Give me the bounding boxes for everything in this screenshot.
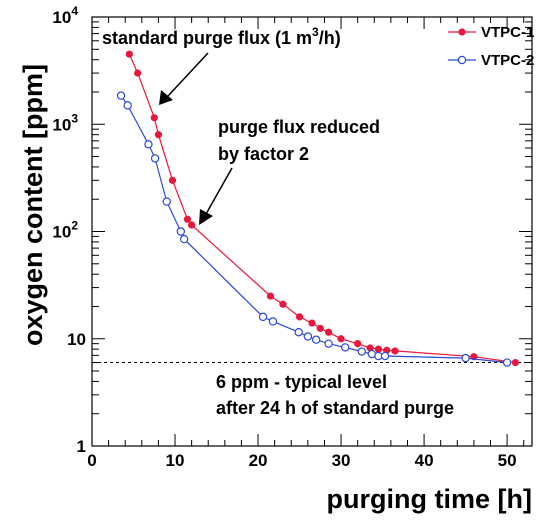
- data-point-vtpc-1: [325, 328, 333, 336]
- annotation-purge-flux-part1: standard purge flux (1 m: [102, 28, 312, 48]
- annotation-flux-reduced-line2: by factor 2: [218, 144, 309, 164]
- data-point-vtpc-1: [150, 114, 158, 122]
- data-point-vtpc-1: [154, 131, 163, 139]
- data-point-vtpc-2: [341, 343, 350, 352]
- data-point-vtpc-1: [266, 292, 275, 300]
- arrow-reduced-flux: [199, 167, 233, 225]
- data-point-vtpc-2: [268, 317, 278, 326]
- data-point-vtpc-1: [391, 347, 399, 355]
- data-point-vtpc-2: [176, 227, 186, 236]
- data-point-vtpc-1: [337, 335, 345, 343]
- x-tick-label: 20: [249, 451, 268, 470]
- data-point-vtpc-2: [150, 154, 160, 163]
- annotation-typical-level-line1: 6 ppm - typical level: [216, 372, 387, 392]
- legend-label-vtpc-2: VTPC-2: [481, 52, 534, 69]
- x-tick-label: 40: [415, 451, 434, 470]
- y-tick-label: 104: [52, 4, 78, 27]
- x-tick-label: 0: [87, 451, 96, 470]
- data-point-vtpc-1: [125, 50, 133, 58]
- tick-labels: 0 10 20 30 40 50 1 10 102 103 104: [52, 4, 516, 470]
- legend: VTPC-1 VTPC-2: [448, 24, 534, 69]
- annotation-standard-purge-flux: standard purge flux (1 m3/h): [102, 25, 341, 48]
- data-point-vtpc-2: [380, 351, 390, 361]
- data-point-vtpc-2: [116, 91, 126, 100]
- arrow-standard-purge: [159, 52, 209, 105]
- data-point-vtpc-1: [279, 300, 287, 308]
- y-tick-label: 1: [77, 437, 86, 456]
- data-point-vtpc-2: [123, 101, 132, 110]
- data-point-vtpc-1: [295, 313, 304, 321]
- annotation-typical-level-line2: after 24 h of standard purge: [216, 398, 454, 418]
- data-point-vtpc-2: [144, 140, 153, 149]
- data-point-vtpc-1: [134, 69, 142, 77]
- data-point-vtpc-1: [316, 324, 324, 332]
- data-point-vtpc-2: [502, 358, 512, 367]
- y-tick-label: 103: [52, 111, 78, 134]
- series-line-vtpc-1: [128, 53, 516, 364]
- data-point-vtpc-1: [366, 344, 374, 352]
- y-tick-label: 10: [67, 330, 86, 349]
- data-point-vtpc-2: [311, 335, 321, 344]
- x-tick-label: 30: [332, 451, 351, 470]
- data-point-vtpc-2: [461, 353, 470, 363]
- data-point-vtpc-2: [179, 234, 189, 244]
- legend-marker-vtpc-2: [457, 55, 467, 65]
- legend-marker-vtpc-1: [458, 28, 466, 36]
- data-point-vtpc-2: [258, 312, 268, 322]
- x-axis-title: purging time [h]: [327, 484, 532, 514]
- data-point-vtpc-1: [374, 345, 383, 353]
- data-point-vtpc-1: [511, 358, 519, 367]
- data-point-vtpc-2: [324, 339, 333, 348]
- y-tick-label: 102: [52, 219, 78, 242]
- data-point-vtpc-2: [303, 332, 313, 341]
- data-point-vtpc-2: [357, 347, 367, 356]
- data-point-vtpc-2: [294, 328, 303, 337]
- data-point-vtpc-2: [162, 197, 171, 206]
- x-tick-label: 10: [166, 451, 185, 470]
- data-point-vtpc-1: [354, 340, 362, 348]
- annotation-flux-reduced-line1: purge flux reduced: [218, 117, 380, 137]
- data-point-vtpc-1: [308, 319, 316, 327]
- annotation-purge-flux-part3: /h): [319, 28, 341, 48]
- data-point-vtpc-1: [168, 176, 177, 184]
- data-point-vtpc-1: [188, 221, 196, 229]
- data-point-vtpc-1: [183, 215, 192, 223]
- y-axis-title: oxygen content [ppm]: [18, 64, 48, 346]
- legend-label-vtpc-1: VTPC-1: [481, 24, 534, 41]
- annotation-purge-flux-superscript: 3: [312, 25, 319, 39]
- x-tick-label: 50: [498, 451, 517, 470]
- data-series: [116, 50, 519, 367]
